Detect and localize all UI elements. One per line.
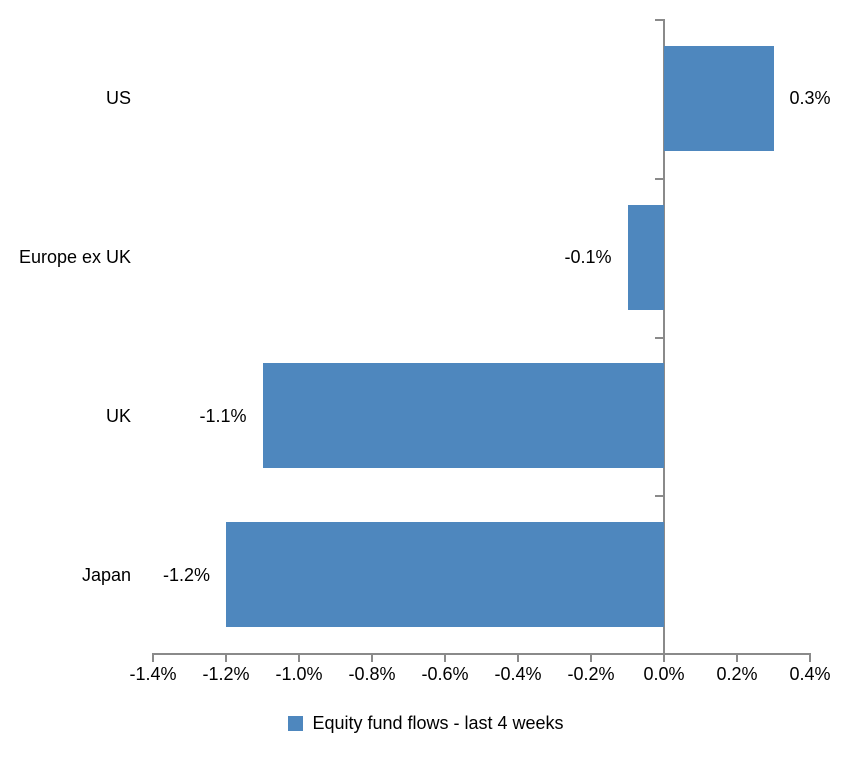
- value-axis-tick-label-0-4: 0.4%: [789, 664, 831, 684]
- value-axis-tick: [517, 653, 519, 662]
- value-axis-tick: [444, 653, 446, 662]
- value-axis-tick: [809, 653, 811, 662]
- category-axis-line: [663, 19, 665, 656]
- category-label-japan: Japan: [81, 564, 131, 585]
- bar-us: [664, 45, 774, 151]
- value-axis-tick-label-1-4: -1.4%: [129, 664, 177, 684]
- value-label-us: 0.3%: [789, 88, 831, 109]
- legend-series-marker: [288, 716, 304, 731]
- value-axis-tick-label-0-8: -0.8%: [348, 664, 396, 684]
- category-label-us: US: [105, 88, 131, 109]
- category-label-europe-ex-uk: Europe ex UK: [18, 247, 131, 268]
- bar-japan: [226, 522, 664, 628]
- value-axis-tick: [152, 653, 154, 662]
- legend-series-label: Equity fund flows - last 4 weeks: [312, 713, 564, 733]
- value-axis-tick-label-1-2: -1.2%: [202, 664, 250, 684]
- value-axis-tick-label-1-0: -1.0%: [275, 664, 323, 684]
- value-axis-tick: [736, 653, 738, 662]
- category-label-uk: UK: [105, 405, 131, 426]
- bar-europe-ex-uk: [627, 204, 664, 310]
- value-axis-tick-label-0-2: -0.2%: [567, 664, 615, 684]
- bar-uk: [262, 363, 664, 469]
- value-axis-line: [153, 653, 810, 655]
- category-axis-tick: [655, 177, 663, 180]
- value-axis-tick: [225, 653, 227, 662]
- value-axis-tick: [590, 653, 592, 662]
- value-axis-tick-label-0-2: 0.2%: [716, 664, 758, 684]
- value-axis-tick-label-0-0: 0.0%: [643, 664, 685, 684]
- value-label-japan: -1.2%: [162, 564, 210, 585]
- value-axis-tick: [663, 653, 665, 662]
- value-axis-tick-label-0-6: -0.6%: [421, 664, 469, 684]
- value-label-europe-ex-uk: -0.1%: [564, 247, 612, 268]
- value-axis-tick-label-0-4: -0.4%: [494, 664, 542, 684]
- value-label-uk: -1.1%: [199, 405, 247, 426]
- category-axis-tick: [655, 495, 663, 498]
- value-axis-tick: [298, 653, 300, 662]
- value-axis-tick: [371, 653, 373, 662]
- legend: Equity fund flows - last 4 weeks: [0, 713, 852, 734]
- category-axis-tick: [655, 336, 663, 339]
- category-axis-tick: [655, 19, 663, 21]
